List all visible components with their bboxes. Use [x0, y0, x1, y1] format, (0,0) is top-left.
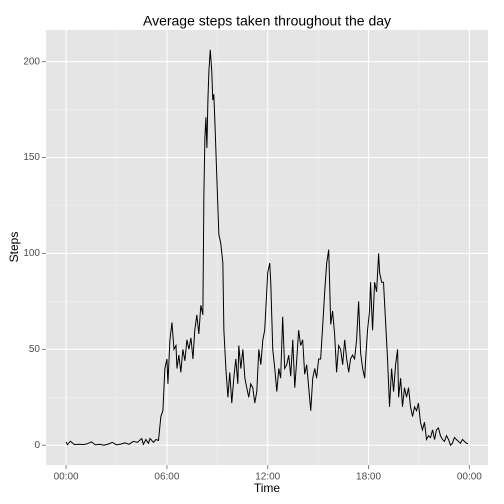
- line: [65, 49, 469, 447]
- x-tick-label: 06:00: [154, 472, 179, 483]
- x-tick-label: 00:00: [54, 472, 79, 483]
- panel: [46, 30, 488, 465]
- y-tick-label: 50: [29, 344, 41, 355]
- chart-title: Average steps taken throughout the day: [143, 13, 391, 29]
- y-tick-label: 0: [34, 440, 40, 451]
- y-tick-label: 150: [23, 152, 40, 163]
- x-tick-label: 18:00: [356, 472, 381, 483]
- x-tick-label: 12:00: [255, 472, 280, 483]
- x-tick-label: 00:00: [457, 472, 482, 483]
- y-tick-label: 200: [23, 56, 40, 67]
- y-axis-title: Steps: [7, 232, 21, 263]
- y-tick-label: 100: [23, 248, 40, 259]
- x-axis-title: Time: [254, 481, 281, 495]
